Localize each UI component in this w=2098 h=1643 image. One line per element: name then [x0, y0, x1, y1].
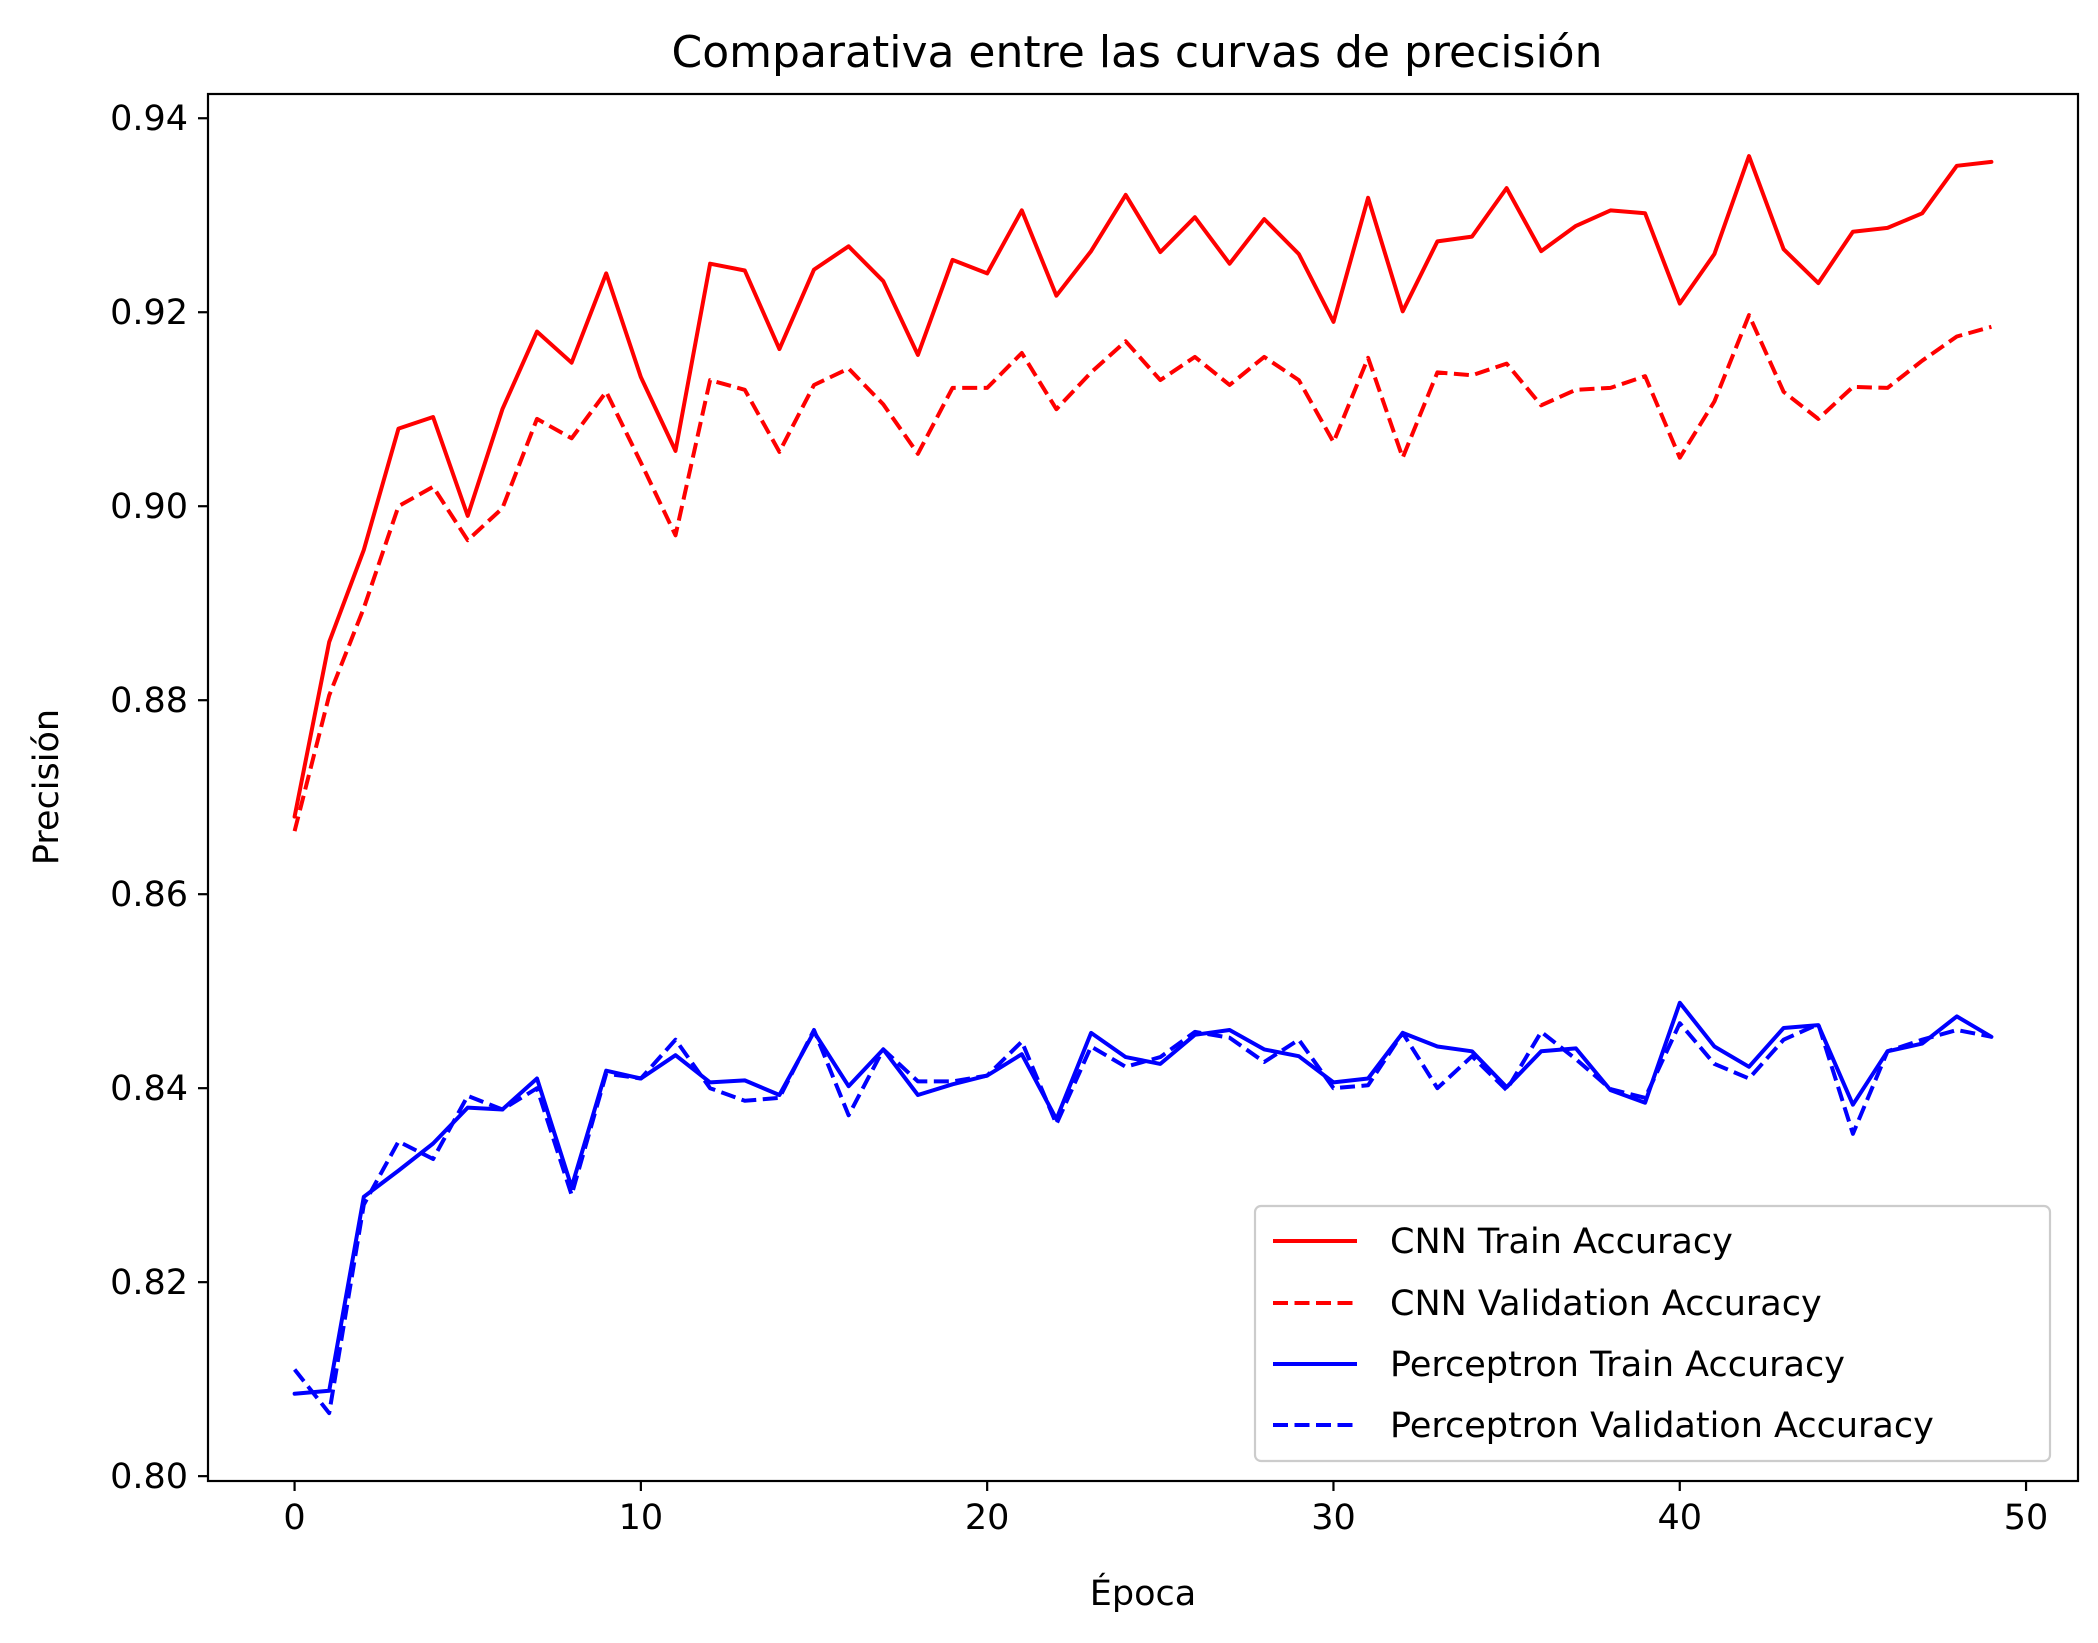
series-line-2 [292, 313, 1992, 832]
y-axis-label: Precisión [27, 709, 67, 865]
x-axis: 0 10 20 30 40 50 [283, 1481, 2048, 1538]
y-tick-label: 0.84 [110, 1069, 188, 1109]
x-tick-label: 50 [2004, 1498, 2049, 1538]
y-tick-label: 0.82 [110, 1263, 188, 1303]
legend-box [1253, 1204, 2052, 1463]
x-tick-label: 40 [1657, 1498, 1702, 1538]
y-tick-label: 0.86 [110, 875, 188, 915]
legend-label-3: Perceptron Train Accuracy [1390, 1345, 1845, 1385]
y-axis: 0.80 0.82 0.84 0.86 0.88 0.90 0.92 0.94 [110, 99, 208, 1497]
x-tick-label: 20 [965, 1498, 1010, 1538]
y-tick-label: 0.92 [110, 293, 188, 333]
x-tick-label: 0 [283, 1498, 305, 1538]
y-tick-label: 0.88 [110, 681, 188, 721]
x-tick-label: 30 [1311, 1498, 1356, 1538]
x-tick-label: 10 [619, 1498, 664, 1538]
series-line-4 [293, 1021, 1992, 1416]
chart-title: Comparativa entre las curvas de precisió… [672, 27, 1603, 78]
y-tick-label: 0.80 [110, 1457, 188, 1497]
y-tick-label: 0.90 [110, 487, 188, 527]
legend-label-2: CNN Validation Accuracy [1390, 1284, 1822, 1324]
series-layer [292, 154, 1994, 1416]
legend-label-1: CNN Train Accuracy [1390, 1222, 1733, 1262]
legend: CNN Train Accuracy CNN Validation Accurac… [1253, 1204, 2052, 1463]
legend-label-4: Perceptron Validation Accuracy [1390, 1406, 1934, 1446]
x-axis-label: Época [1090, 1572, 1196, 1614]
y-tick-label: 0.94 [110, 99, 188, 139]
series-line-1 [292, 154, 1994, 819]
plot-frame [206, 92, 2080, 1483]
